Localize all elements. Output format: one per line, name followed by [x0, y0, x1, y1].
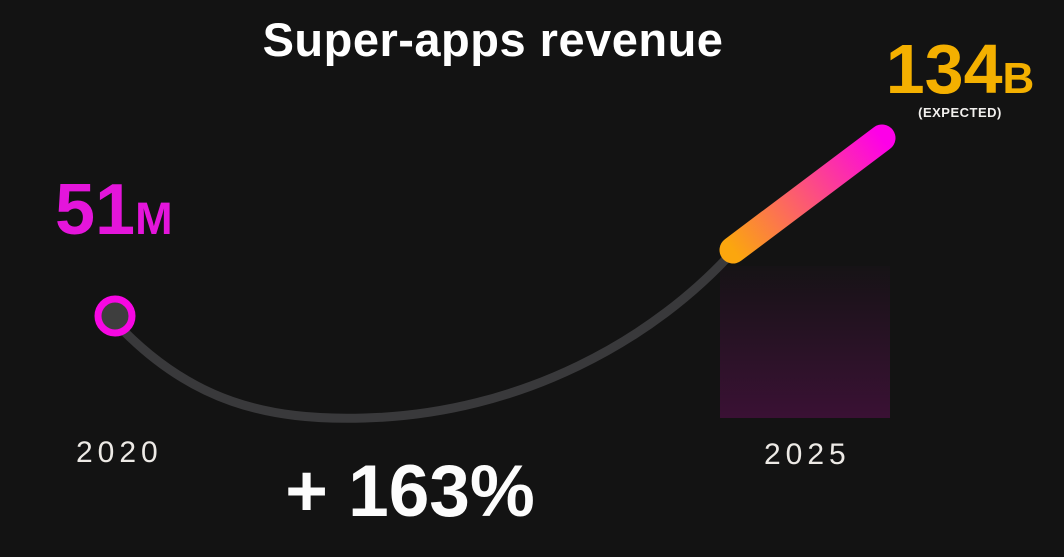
x-axis-label-2020: 2020	[76, 436, 163, 469]
start-point-marker	[94, 295, 136, 337]
end-value-suffix: B	[1002, 54, 1035, 103]
x-axis-label-2025: 2025	[764, 438, 851, 471]
start-value-label: 51M	[55, 174, 173, 246]
page-title: Super-apps revenue	[262, 13, 724, 66]
end-value: 134	[885, 30, 1003, 108]
growth-percentage-label: + 163%	[285, 451, 535, 532]
expected-note: (EXPECTED)	[918, 105, 1002, 120]
projected-growth-segment	[719, 124, 896, 264]
end-value-label: 134B	[884, 34, 1036, 104]
revenue-curve	[111, 242, 742, 423]
projection-highlight-bar	[720, 266, 890, 418]
start-value: 51	[55, 170, 136, 250]
start-value-suffix: M	[135, 193, 173, 244]
